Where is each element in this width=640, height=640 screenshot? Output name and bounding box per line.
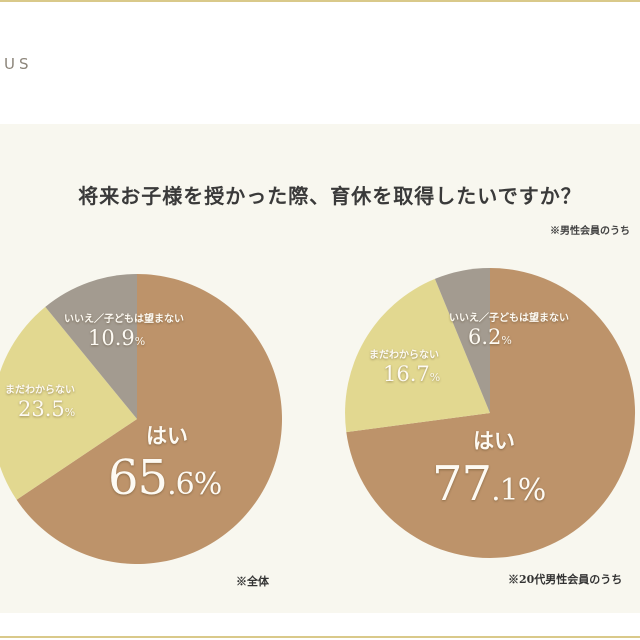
top-accent-line xyxy=(0,0,640,2)
logo-fragment: US xyxy=(4,55,33,73)
slice-yes xyxy=(346,268,636,558)
bottom-accent-line xyxy=(0,636,640,638)
slice-no xyxy=(434,268,490,413)
slice-undecided xyxy=(0,306,137,500)
pct-undecided-overall: 23.5% xyxy=(18,397,76,421)
label-undecided-overall: まだわからない xyxy=(5,385,75,396)
pct-no-20s: 6.2% xyxy=(468,325,512,349)
slice-undecided xyxy=(345,278,490,433)
caption-20s: ※20代男性会員のうち xyxy=(508,573,623,586)
pie-chart-overall xyxy=(0,273,283,564)
label-yes-overall: はい xyxy=(146,424,188,448)
label-no-overall: いいえ／子どもは望まない xyxy=(64,314,184,325)
pct-yes-20s: 77.1% xyxy=(432,456,546,512)
pct-no-overall: 10.9% xyxy=(88,326,146,350)
caption-overall: ※全体 xyxy=(236,575,269,588)
pct-undecided-20s: 16.7% xyxy=(383,362,441,386)
label-no-20s: いいえ／子どもは望まない xyxy=(449,313,569,324)
slice-yes xyxy=(16,273,283,564)
pie-chart-20s xyxy=(345,268,636,558)
chart-title: 将来お子様を授かった際、育休を取得したいですか？ xyxy=(78,184,582,208)
slice-no xyxy=(45,274,137,419)
pct-yes-overall: 65.6% xyxy=(108,450,222,506)
label-undecided-20s: まだわからない xyxy=(369,350,439,361)
label-yes-20s: はい xyxy=(473,429,515,453)
chart-subnote: ※男性会員のうち xyxy=(550,226,630,237)
